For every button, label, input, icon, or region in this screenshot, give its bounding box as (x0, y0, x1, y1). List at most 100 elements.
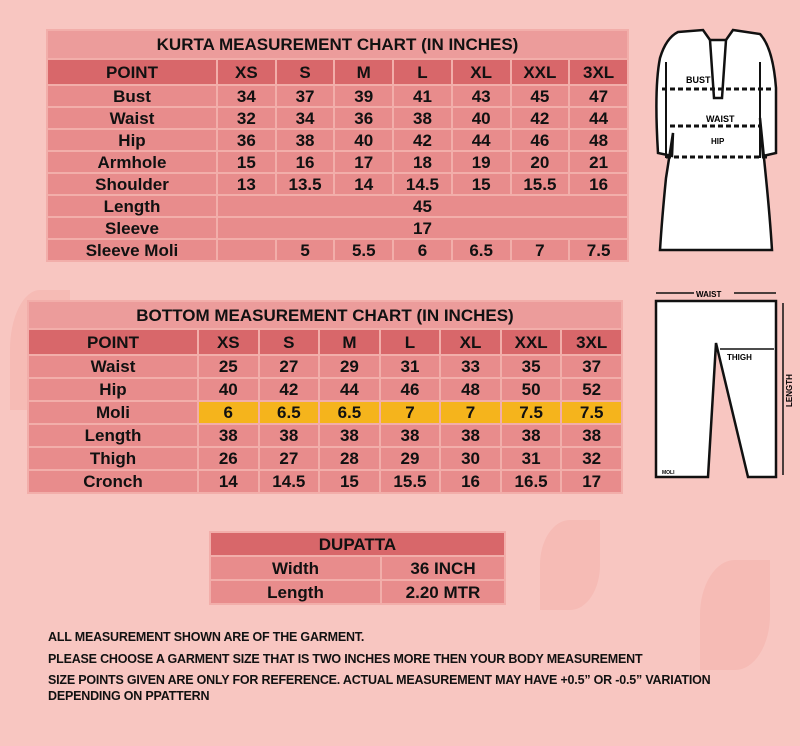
cell-value: 36 (216, 128, 277, 152)
column-header: M (333, 58, 395, 86)
note: PLEASE CHOOSE A GARMENT SIZE THAT IS TWO… (48, 652, 643, 666)
cell-value: 28 (318, 446, 381, 471)
table-row: Sleeve Moli 5 5.5 6 6.5 7 7.5 (46, 238, 629, 262)
cell-value: 38 (378, 423, 442, 448)
hip-label: HIP (711, 137, 725, 146)
table-row: Width 36 INCH (209, 555, 506, 581)
cell-value: 39 (333, 84, 395, 108)
table-row: Waist 32 34 36 38 40 42 44 (46, 106, 629, 130)
cell-value: 17 (560, 469, 623, 494)
cell-value: 42 (509, 106, 571, 130)
column-header: XL (439, 328, 502, 356)
cell-value: 44 (318, 377, 381, 402)
cell-value: 35 (499, 354, 563, 379)
table-row: Length 2.20 MTR (209, 579, 506, 605)
bottom-header-row: POINT XS S M L XL XXL 3XL (27, 328, 623, 356)
kurta-title-row: KURTA MEASUREMENT CHART (IN INCHES) (46, 29, 629, 60)
row-label: Cronch (27, 469, 199, 494)
column-header: 3XL (560, 328, 623, 356)
cell-value: 48 (568, 128, 629, 152)
bottom-measurement-table: BOTTOM MEASUREMENT CHART (IN INCHES) POIN… (27, 300, 623, 494)
note: DEPENDING ON PPATTERN (48, 689, 210, 703)
note: ALL MEASUREMENT SHOWN ARE OF THE GARMENT… (48, 630, 365, 644)
cell-value: 27 (257, 354, 321, 379)
cell-value: 47 (568, 84, 629, 108)
notes: ALL MEASUREMENT SHOWN ARE OF THE GARMENT… (48, 628, 711, 704)
cell-value: 7.5 (560, 400, 623, 425)
dupatta-table: DUPATTA Width 36 INCH Length 2.20 MTR (209, 531, 506, 605)
row-label: Shoulder (46, 172, 218, 196)
row-label: Moli (27, 400, 199, 425)
cell-value: 38 (560, 423, 623, 448)
cell-value: 31 (378, 354, 442, 379)
cell-value: 40 (450, 106, 512, 130)
cell-value: 26 (197, 446, 260, 471)
background-floral (700, 560, 770, 670)
kurta-diagram: BUST WAIST HIP (655, 28, 778, 252)
table-row: Sleeve 17 (46, 216, 629, 240)
column-header: XL (450, 58, 512, 86)
cell-value: 30 (439, 446, 502, 471)
thigh-label: THIGH (727, 353, 752, 362)
cell-value: 18 (392, 150, 453, 174)
column-header: S (274, 58, 336, 86)
waist-label: WAIST (696, 290, 721, 299)
cell-value: 38 (439, 423, 502, 448)
table-row: Hip 36 38 40 42 44 46 48 (46, 128, 629, 152)
kurta-title: KURTA MEASUREMENT CHART (IN INCHES) (46, 29, 629, 60)
cell-value: 6 (392, 238, 453, 262)
row-value: 36 INCH (380, 555, 506, 581)
cell-value: 15 (318, 469, 381, 494)
background-floral (540, 520, 600, 610)
table-row: Waist 25 27 29 31 33 35 37 (27, 354, 623, 379)
column-header: POINT (46, 58, 218, 86)
dupatta-title: DUPATTA (209, 531, 506, 557)
cell-value: 6 (197, 400, 260, 425)
cell-value: 38 (274, 128, 336, 152)
row-value: 45 (216, 194, 629, 218)
cell-value: 14.5 (257, 469, 321, 494)
moli-label: MOLI (662, 470, 675, 476)
row-label: Sleeve (46, 216, 218, 240)
cell-value: 42 (392, 128, 453, 152)
cell-value: 38 (197, 423, 260, 448)
cell-value: 38 (499, 423, 563, 448)
cell-value: 27 (257, 446, 321, 471)
cell-value: 6.5 (450, 238, 512, 262)
cell-value: 44 (450, 128, 512, 152)
row-label: Sleeve Moli (46, 238, 218, 262)
cell-value: 7 (439, 400, 502, 425)
cell-value: 21 (568, 150, 629, 174)
cell-value: 6.5 (257, 400, 321, 425)
cell-value: 38 (318, 423, 381, 448)
cell-value: 38 (257, 423, 321, 448)
column-header: L (392, 58, 453, 86)
kurta-header-row: POINT XS S M L XL XXL 3XL (46, 58, 629, 86)
cell-value: 16 (568, 172, 629, 196)
cell-value: 45 (509, 84, 571, 108)
table-row: Shoulder 13 13.5 14 14.5 15 15.5 16 (46, 172, 629, 196)
cell-value: 20 (509, 150, 571, 174)
row-value: 2.20 MTR (380, 579, 506, 605)
cell-value: 5 (274, 238, 336, 262)
cell-value: 42 (257, 377, 321, 402)
cell-value: 16.5 (499, 469, 563, 494)
cell-value: 44 (568, 106, 629, 130)
cell-value: 52 (560, 377, 623, 402)
cell-value: 29 (318, 354, 381, 379)
cell-value: 36 (333, 106, 395, 130)
cell-value: 15.5 (509, 172, 571, 196)
column-header: POINT (27, 328, 199, 356)
cell-value: 37 (274, 84, 336, 108)
note: SIZE POINTS GIVEN ARE ONLY FOR REFERENCE… (48, 673, 711, 687)
table-row: Moli 6 6.5 6.5 7 7 7.5 7.5 (27, 400, 623, 425)
row-label: Armhole (46, 150, 218, 174)
cell-value: 15 (216, 150, 277, 174)
cell-value: 33 (439, 354, 502, 379)
cell-value: 37 (560, 354, 623, 379)
cell-value: 13.5 (274, 172, 336, 196)
cell-value: 7.5 (499, 400, 563, 425)
cell-value: 29 (378, 446, 442, 471)
cell-value: 31 (499, 446, 563, 471)
cell-value: 14 (333, 172, 395, 196)
